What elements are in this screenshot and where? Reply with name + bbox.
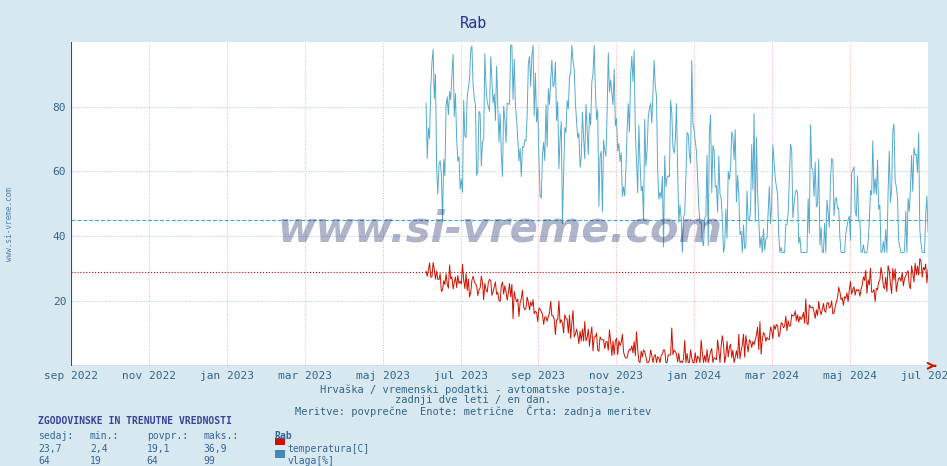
Text: 36,9: 36,9 [204,444,227,453]
Text: 2,4: 2,4 [90,444,108,453]
Text: Hrvaška / vremenski podatki - avtomatske postaje.: Hrvaška / vremenski podatki - avtomatske… [320,384,627,395]
Text: www.si-vreme.com: www.si-vreme.com [277,209,722,251]
Text: vlaga[%]: vlaga[%] [288,456,335,466]
Text: 19,1: 19,1 [147,444,170,453]
Text: maks.:: maks.: [204,431,239,441]
Text: 19: 19 [90,456,101,466]
Text: 23,7: 23,7 [38,444,62,453]
Text: 64: 64 [38,456,49,466]
Text: 99: 99 [204,456,215,466]
Text: Rab: Rab [275,431,293,441]
Text: sedaj:: sedaj: [38,431,73,441]
Text: 64: 64 [147,456,158,466]
Text: povpr.:: povpr.: [147,431,188,441]
Text: min.:: min.: [90,431,119,441]
Text: ZGODOVINSKE IN TRENUTNE VREDNOSTI: ZGODOVINSKE IN TRENUTNE VREDNOSTI [38,416,232,425]
Text: zadnji dve leti / en dan.: zadnji dve leti / en dan. [396,395,551,405]
Text: Meritve: povprečne  Enote: metrične  Črta: zadnja meritev: Meritve: povprečne Enote: metrične Črta:… [295,405,652,418]
Text: temperatura[C]: temperatura[C] [288,444,370,453]
Text: Rab: Rab [460,16,487,31]
Text: www.si-vreme.com: www.si-vreme.com [5,187,14,260]
